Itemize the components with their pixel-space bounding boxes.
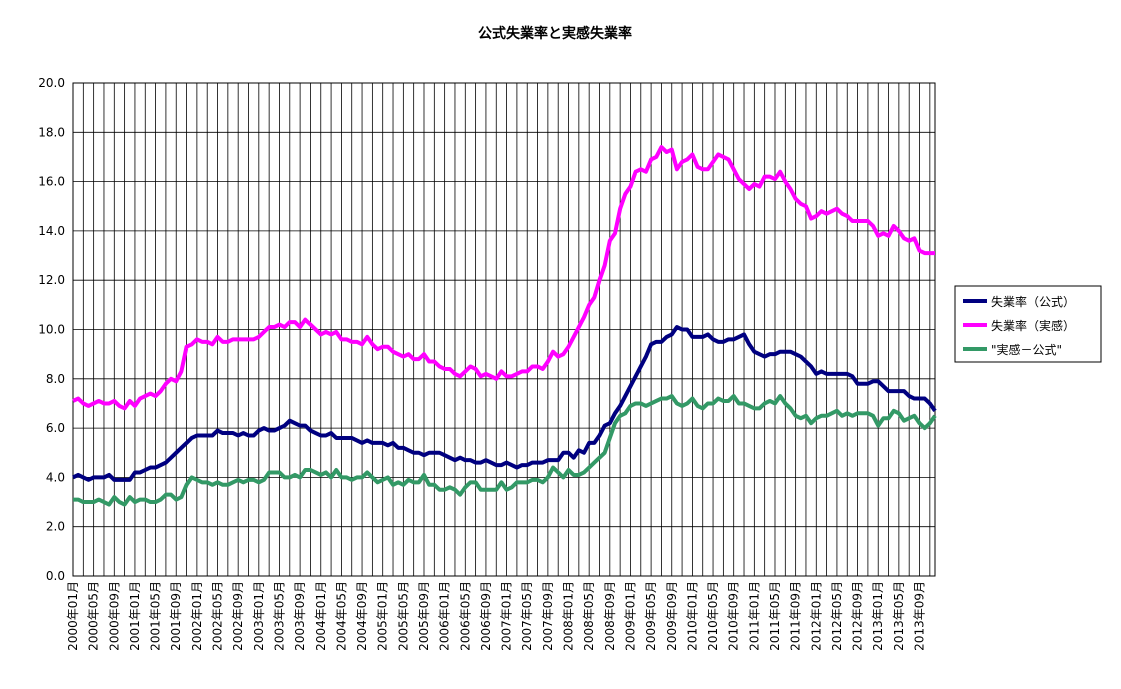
x-tick-label: 2004年09月 bbox=[355, 581, 369, 651]
x-tick-label: 2009年09月 bbox=[665, 581, 679, 651]
x-tick-label: 2000年05月 bbox=[87, 581, 101, 651]
x-tick-label: 2011年05月 bbox=[768, 581, 782, 651]
x-tick-label: 2010年05月 bbox=[706, 581, 720, 651]
x-tick-label: 2001年05月 bbox=[149, 581, 163, 651]
x-tick-label: 2002年05月 bbox=[211, 581, 225, 651]
legend-label: 失業率（公式） bbox=[991, 294, 1075, 309]
x-tick-label: 2004年01月 bbox=[314, 581, 328, 651]
x-tick-label: 2006年05月 bbox=[458, 581, 472, 651]
x-tick-label: 2001年09月 bbox=[169, 581, 183, 651]
y-tick-label: 16.0 bbox=[38, 175, 65, 189]
y-tick-label: 12.0 bbox=[38, 273, 65, 287]
x-tick-label: 2006年01月 bbox=[438, 581, 452, 651]
x-tick-label: 2003年09月 bbox=[293, 581, 307, 651]
x-tick-label: 2000年01月 bbox=[66, 581, 80, 651]
x-tick-label: 2005年01月 bbox=[376, 581, 390, 651]
x-tick-label: 2003年05月 bbox=[272, 581, 286, 651]
x-tick-label: 2007年09月 bbox=[541, 581, 555, 651]
legend-label: 失業率（実感） bbox=[991, 318, 1075, 333]
y-tick-label: 10.0 bbox=[38, 323, 65, 337]
y-tick-label: 14.0 bbox=[38, 224, 65, 238]
y-tick-label: 2.0 bbox=[46, 520, 65, 534]
x-tick-label: 2001年01月 bbox=[128, 581, 142, 651]
y-tick-label: 0.0 bbox=[46, 569, 65, 583]
x-tick-label: 2013年09月 bbox=[913, 581, 927, 651]
x-tick-label: 2010年09月 bbox=[727, 581, 741, 651]
x-tick-label: 2008年09月 bbox=[603, 581, 617, 651]
x-tick-label: 2010年01月 bbox=[685, 581, 699, 651]
x-tick-label: 2003年01月 bbox=[252, 581, 266, 651]
x-tick-label: 2009年01月 bbox=[623, 581, 637, 651]
y-tick-label: 20.0 bbox=[38, 76, 65, 90]
x-tick-label: 2012年01月 bbox=[809, 581, 823, 651]
y-tick-label: 6.0 bbox=[46, 421, 65, 435]
x-tick-label: 2002年09月 bbox=[231, 581, 245, 651]
x-tick-label: 2011年01月 bbox=[747, 581, 761, 651]
x-tick-label: 2005年05月 bbox=[396, 581, 410, 651]
series-line bbox=[73, 394, 937, 507]
series-line bbox=[72, 145, 935, 411]
x-tick-label: 2013年01月 bbox=[871, 581, 885, 651]
x-tick-label: 2000年09月 bbox=[107, 581, 121, 651]
series-line bbox=[72, 325, 937, 482]
legend-label: "実感－公式" bbox=[991, 342, 1062, 357]
x-tick-label: 2007年05月 bbox=[520, 581, 534, 651]
x-tick-label: 2008年05月 bbox=[582, 581, 596, 651]
x-tick-label: 2005年09月 bbox=[417, 581, 431, 651]
x-tick-label: 2012年09月 bbox=[851, 581, 865, 651]
x-tick-label: 2009年05月 bbox=[644, 581, 658, 651]
y-tick-label: 4.0 bbox=[46, 470, 65, 484]
x-tick-label: 2008年01月 bbox=[562, 581, 576, 651]
y-tick-label: 8.0 bbox=[46, 372, 65, 386]
x-tick-label: 2012年05月 bbox=[830, 581, 844, 651]
chart-title: 公式失業率と実感失業率 bbox=[478, 25, 632, 42]
x-tick-label: 2006年09月 bbox=[479, 581, 493, 651]
x-tick-label: 2007年01月 bbox=[500, 581, 514, 651]
x-tick-label: 2004年05月 bbox=[334, 581, 348, 651]
x-tick-label: 2011年09月 bbox=[789, 581, 803, 651]
y-tick-label: 18.0 bbox=[38, 125, 65, 139]
x-tick-label: 2013年05月 bbox=[892, 581, 906, 651]
x-tick-label: 2002年01月 bbox=[190, 581, 204, 651]
